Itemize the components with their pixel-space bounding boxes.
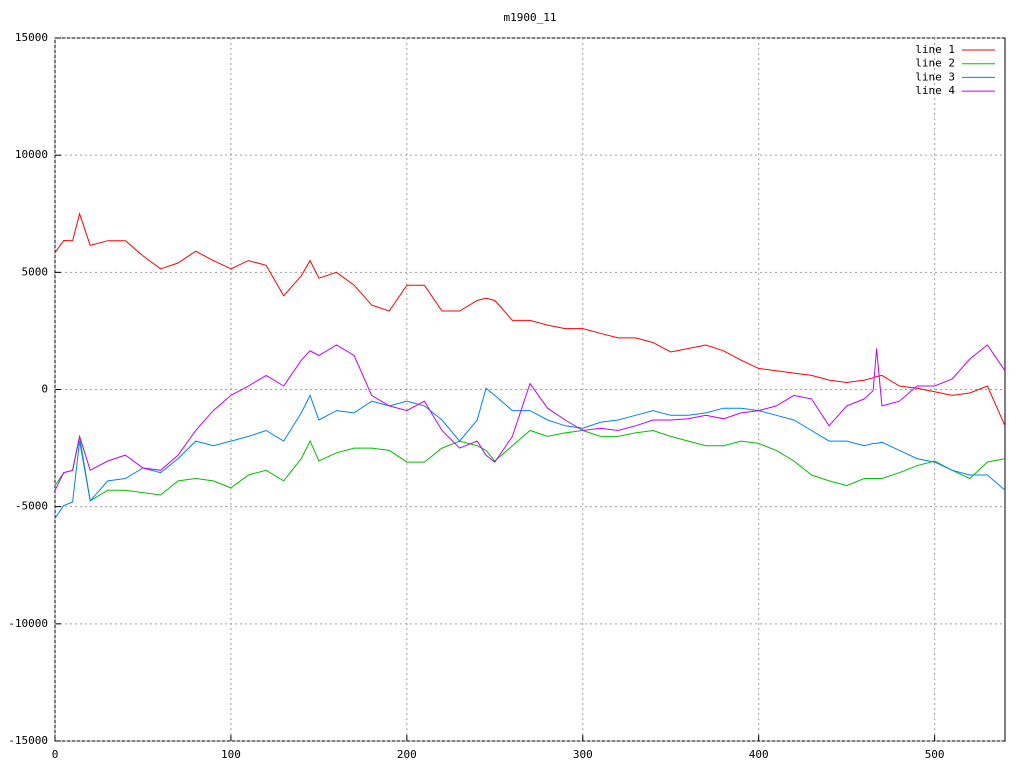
x-tick-label: 300: [573, 748, 593, 761]
y-tick-label: 10000: [15, 148, 48, 161]
data-line: [54, 429, 1006, 502]
x-tick-label: 100: [221, 748, 241, 761]
legend-label: line 4: [915, 84, 955, 97]
y-tick-label: 0: [41, 383, 48, 396]
legend-label: line 1: [915, 43, 955, 56]
x-tick-label: 200: [397, 748, 417, 761]
y-tick-label: 15000: [15, 31, 48, 44]
x-tick-label: 0: [52, 748, 59, 761]
data-line: [54, 344, 1006, 491]
y-tick-label: -10000: [8, 617, 48, 630]
data-line: [54, 387, 1006, 519]
data-line: [54, 212, 1006, 427]
chart-title: m1900_11: [504, 11, 557, 24]
y-tick-label: -5000: [15, 500, 48, 513]
x-tick-label: 400: [749, 748, 769, 761]
y-tick-label: 5000: [22, 265, 49, 278]
legend-label: line 3: [915, 70, 955, 83]
y-tick-label: -15000: [8, 734, 48, 747]
legend-label: line 2: [915, 57, 955, 70]
x-tick-label: 500: [925, 748, 945, 761]
